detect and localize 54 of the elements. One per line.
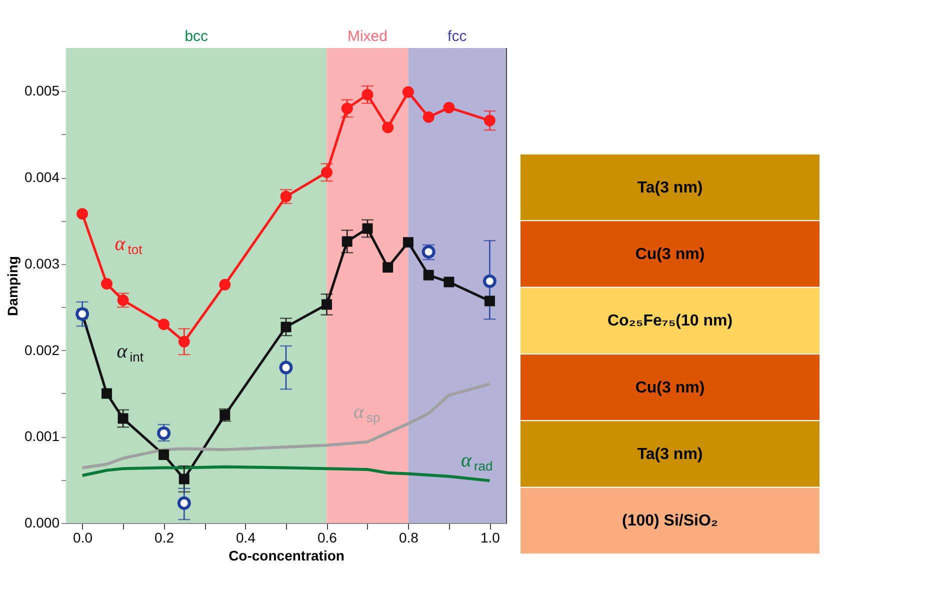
point [118, 413, 128, 424]
point [178, 474, 190, 484]
point [382, 262, 394, 273]
point [402, 86, 414, 98]
point [279, 360, 293, 374]
point [362, 223, 373, 234]
y-axis-title: Damping [4, 256, 20, 316]
category-label: Ta(3 nm) [637, 446, 703, 463]
point [320, 166, 332, 178]
point [423, 270, 434, 280]
point [322, 299, 332, 310]
point [157, 426, 171, 440]
band-label: Mixed [347, 28, 388, 45]
category-label: Ta(3 nm) [637, 179, 703, 196]
y-tick-label: 0.005 [24, 82, 60, 99]
band-label: fcc [448, 28, 468, 45]
point [444, 276, 454, 288]
point [102, 388, 112, 399]
point [158, 318, 170, 330]
point [362, 88, 374, 100]
point [158, 450, 170, 460]
point [177, 496, 191, 510]
point [280, 322, 292, 332]
category-label: Cu(3 nm) [635, 246, 705, 263]
point [342, 236, 352, 247]
category-label: Cu(3 nm) [635, 379, 705, 396]
band-label: bcc [184, 28, 209, 45]
point [484, 296, 495, 306]
point [402, 237, 414, 248]
point [100, 278, 112, 290]
y-tick-label: 0.001 [24, 428, 60, 444]
y-tick-label: 0.003 [24, 255, 60, 272]
category-label: Co₂₅Fe₇₅(10 nm) [607, 312, 733, 330]
point [482, 274, 496, 288]
x-tick-label: 0.4 [236, 530, 256, 546]
category-label: (100) Si/SiO₂ [622, 512, 718, 530]
x-tick-label: 0.2 [154, 530, 174, 546]
y-tick-label: 0.002 [24, 342, 60, 358]
point [219, 278, 231, 290]
y-tick-label: 0.004 [24, 169, 60, 186]
point [76, 208, 88, 220]
x-tick-label: 0.6 [318, 530, 338, 546]
line-series [80, 382, 492, 470]
x-axis-title: Co-concentration [228, 548, 344, 564]
point [484, 114, 496, 126]
x-tick-label: 0.8 [398, 530, 419, 546]
y-tick-label: 0.000 [24, 514, 60, 530]
point [382, 122, 394, 134]
point [443, 102, 455, 114]
point [341, 102, 353, 114]
point [422, 111, 434, 123]
point [178, 336, 190, 348]
x-tick-label: 1.0 [480, 530, 500, 546]
x-tick-label: 0.0 [73, 530, 93, 546]
